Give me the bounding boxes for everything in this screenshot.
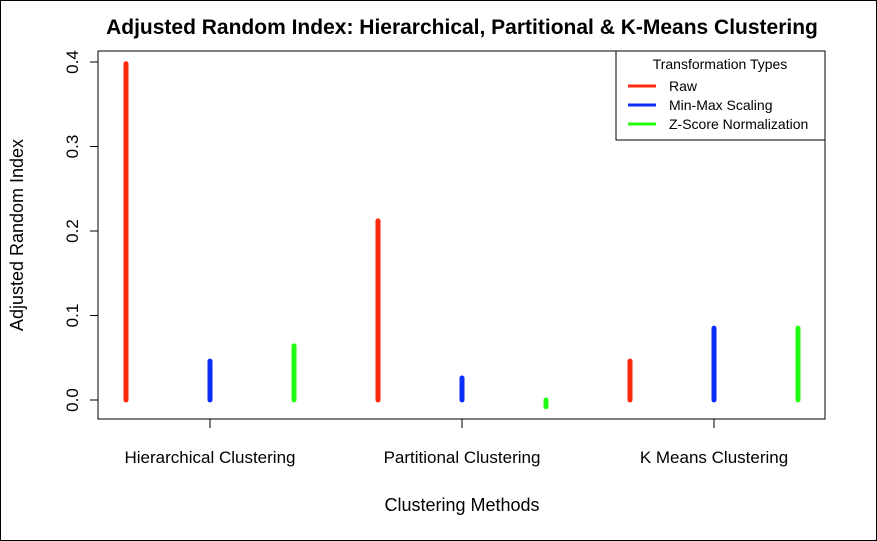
- x-axis-label: Clustering Methods: [384, 495, 539, 515]
- y-tick-label: 0.4: [63, 50, 82, 74]
- bars: [123, 61, 801, 410]
- y-tick-label: 0.3: [63, 135, 82, 159]
- y-tick-label: 0.0: [63, 388, 82, 412]
- x-tick-label: Hierarchical Clustering: [124, 448, 295, 467]
- y-axis-label: Adjusted Random Index: [7, 139, 27, 331]
- x-tick-label: K Means Clustering: [640, 448, 788, 467]
- x-tick-label: Partitional Clustering: [384, 448, 541, 467]
- legend: Transformation Types Raw Min-Max Scaling Z…: [615, 50, 826, 141]
- legend-entry-label: Z-Score Normalization: [669, 116, 808, 132]
- x-axis: Hierarchical Clustering Partitional Clust…: [124, 419, 788, 467]
- y-axis: 0.0 0.1 0.2 0.3 0.4: [63, 50, 99, 412]
- y-tick-label: 0.1: [63, 304, 82, 328]
- legend-title: Transformation Types: [653, 56, 788, 72]
- y-tick-label: 0.2: [63, 219, 82, 243]
- chart-title: Adjusted Random Index: Hierarchical, Par…: [106, 16, 818, 39]
- legend-entry-label: Raw: [669, 78, 698, 94]
- legend-entry-label: Min-Max Scaling: [669, 97, 772, 113]
